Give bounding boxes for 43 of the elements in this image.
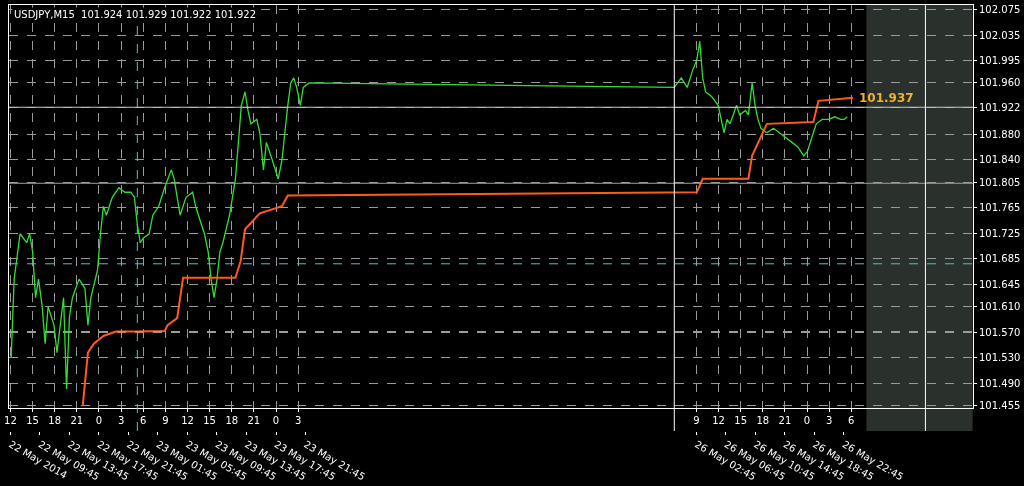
x-tick-label: 0 bbox=[803, 414, 811, 426]
y-tick-label: 101.530 bbox=[979, 352, 1021, 364]
x-tick-label: 9 bbox=[162, 414, 169, 426]
y-tick-label: 101.765 bbox=[979, 202, 1021, 214]
chart-title: USDJPY,M15 101.924 101.929 101.922 101.922 bbox=[14, 9, 257, 20]
y-tick-label: 102.075 bbox=[979, 3, 1021, 15]
y-tick-label: 101.610 bbox=[979, 301, 1021, 313]
x-tick-label: 15 bbox=[734, 414, 748, 426]
y-tick-label: 101.570 bbox=[979, 326, 1021, 338]
line-series bbox=[81, 96, 855, 407]
annotation: 101.937 bbox=[859, 91, 914, 105]
y-tick-label: 101.490 bbox=[979, 377, 1021, 389]
y-tick-label: 101.455 bbox=[979, 400, 1021, 412]
x-tick-label: 3 bbox=[825, 414, 833, 426]
y-tick-label: 101.960 bbox=[979, 77, 1021, 89]
x-tick-label: 12 bbox=[712, 414, 725, 426]
y-tick-label: 101.805 bbox=[979, 176, 1021, 188]
y-tick-label: 102.035 bbox=[979, 29, 1021, 41]
x-tick-label: 18 bbox=[756, 414, 770, 426]
y-tick-label: 101.685 bbox=[979, 253, 1021, 265]
x-tick-label: 0 bbox=[95, 414, 103, 426]
x-tick-label: 12 bbox=[4, 414, 17, 426]
x-tick-label: 3 bbox=[294, 414, 302, 426]
x-tick-label: 21 bbox=[778, 414, 792, 426]
y-tick-label: 101.725 bbox=[979, 227, 1021, 239]
x-tick-label: 21 bbox=[247, 414, 261, 426]
x-tick-label: 18 bbox=[48, 414, 62, 426]
x-tick-label: 3 bbox=[117, 414, 125, 426]
x-tick-label: 21 bbox=[70, 414, 84, 426]
y-tick-label: 101.880 bbox=[979, 128, 1021, 140]
x-tick-label: 9 bbox=[693, 414, 700, 426]
y-tick-label: 101.840 bbox=[979, 154, 1021, 166]
x-tick-label: 12 bbox=[181, 414, 194, 426]
line-series bbox=[10, 40, 848, 390]
y-tick-label: 101.645 bbox=[979, 278, 1021, 290]
x-tick-label: 0 bbox=[272, 414, 280, 426]
y-tick-label: 101.995 bbox=[979, 55, 1021, 67]
x-tick-label: 18 bbox=[225, 414, 239, 426]
x-tick-label: 15 bbox=[203, 414, 216, 426]
x-tick-label: 6 bbox=[848, 414, 855, 426]
x-tick-label: 6 bbox=[140, 414, 147, 426]
x-tick-label: 15 bbox=[26, 414, 39, 426]
y-tick-label: 101.922 bbox=[979, 101, 1021, 113]
